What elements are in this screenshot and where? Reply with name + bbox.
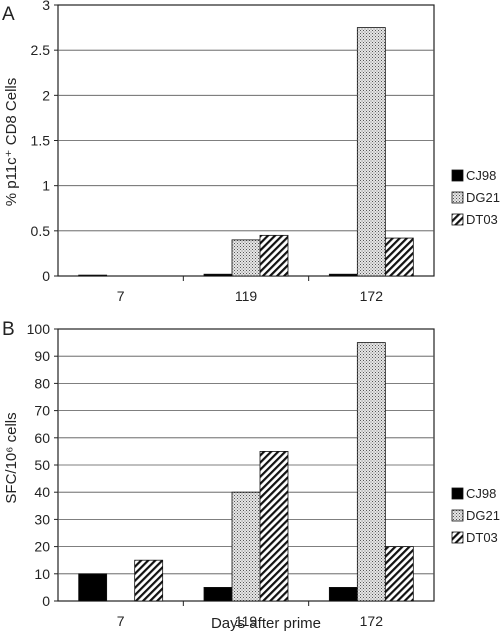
panel-b-bar-dt03-7 [134, 559, 164, 602]
panel-a-y-axis-label: % p11c⁺ CD8 Cells [3, 78, 20, 207]
panel-a-legend-swatch-dg21 [451, 191, 464, 204]
panel-a: A % p11c⁺ CD8 Cells 0 0.5 1 1.5 2 2.5 3 7 119 172… [2, 0, 500, 304]
panel-a-x-tick-label: 119 [235, 288, 258, 304]
panel-b-y-tick-label: 80 [34, 375, 50, 391]
panel-a-bar-dg21-119 [231, 239, 261, 277]
panel-a-y-tick-label: 1 [42, 178, 50, 194]
panel-b-bar-dt03-172 [384, 546, 414, 602]
panel-b-y-tick-label: 40 [34, 484, 50, 500]
panel-a-legend-label-cj98: CJ98 [466, 168, 496, 183]
panel-b-bar-cj98-119 [203, 587, 233, 602]
panel-a-y-tick-label: 0 [42, 268, 50, 284]
panel-a-y-tick-label: 0.5 [31, 223, 51, 239]
panel-b-legend-swatch-dt03 [451, 531, 464, 544]
panel-b: B SFC/10⁶ cells Days after prime 0 10 20 30… [2, 319, 500, 632]
panel-b-y-tick-label: 30 [34, 511, 50, 527]
panel-b-legend-swatch-dg21 [451, 509, 464, 522]
panel-b-legend-label-cj98: CJ98 [466, 486, 496, 501]
panel-b-label: B [2, 319, 15, 340]
panel-b-y-tick-label: 60 [34, 430, 50, 446]
panel-a-bar-dt03-172 [384, 237, 414, 277]
panel-a-y-tick-label: 2.5 [31, 42, 51, 58]
panel-a-legend-label-dt03: DT03 [466, 212, 498, 227]
panel-b-bar-dt03-119 [259, 450, 289, 602]
panel-b-bar-dg21-172 [356, 342, 386, 602]
panel-a-label: A [2, 4, 15, 25]
panel-a-legend-label-dg21: DG21 [466, 190, 500, 205]
panel-b-y-tick-label: 20 [34, 539, 50, 555]
panel-b-y-axis-label: SFC/10⁶ cells [3, 412, 20, 503]
panel-b-legend-swatch-cj98 [451, 487, 464, 500]
panel-b-x-tick-label: 119 [235, 613, 258, 629]
panel-b-y-tick-label: 10 [34, 566, 50, 582]
panel-a-legend-swatch-cj98 [451, 169, 464, 182]
panel-b-y-tick-label: 70 [34, 403, 50, 419]
panel-a-x-tick-label: 172 [360, 288, 384, 304]
panel-b-bar-cj98-7 [78, 573, 108, 602]
panel-b-y-tick-label: 50 [34, 457, 50, 473]
panel-b-bar-cj98-172 [328, 587, 358, 602]
panel-a-bar-dg21-172 [356, 27, 386, 277]
panel-a-bar-cj98-119 [203, 273, 233, 277]
panel-a-x-tick-label: 7 [117, 288, 125, 304]
panel-b-legend-label-dg21: DG21 [466, 508, 500, 523]
panel-a-bar-cj98-172 [328, 273, 358, 277]
panel-a-y-tick-label: 2 [42, 87, 50, 103]
panel-a-y-tick-label: 1.5 [31, 133, 51, 149]
panel-b-bar-dg21-119 [231, 491, 261, 602]
panel-b-x-tick-label: 7 [117, 613, 125, 629]
panel-a-legend-swatch-dt03 [451, 213, 464, 226]
panel-b-x-tick-label: 172 [360, 613, 384, 629]
panel-b-y-tick-label: 0 [42, 593, 50, 609]
panel-b-x-axis-label: Days after prime [211, 615, 321, 632]
panel-a-bar-cj98-7 [78, 274, 108, 277]
panel-a-y-tick-label: 3 [42, 0, 50, 13]
panel-b-y-tick-label: 100 [27, 321, 51, 337]
panel-a-bar-dt03-119 [259, 234, 289, 277]
panel-b-y-tick-label: 90 [34, 348, 50, 364]
panel-b-legend-label-dt03: DT03 [466, 530, 498, 545]
